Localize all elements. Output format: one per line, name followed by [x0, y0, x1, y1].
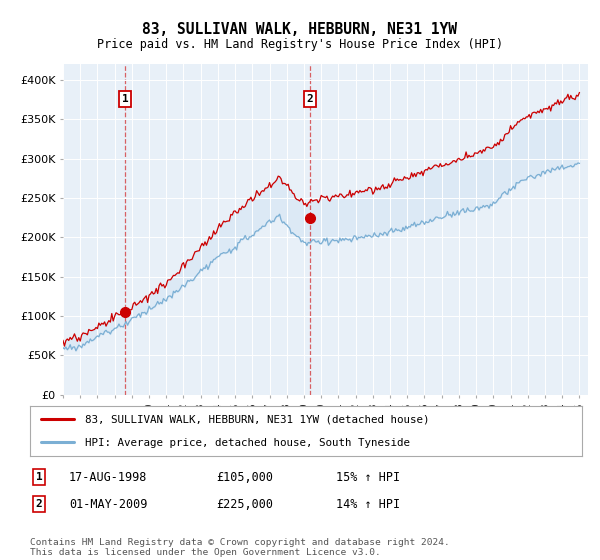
Text: HPI: Average price, detached house, South Tyneside: HPI: Average price, detached house, Sout… — [85, 438, 410, 449]
Text: £105,000: £105,000 — [216, 470, 273, 484]
Text: 2: 2 — [306, 94, 313, 104]
Text: £225,000: £225,000 — [216, 497, 273, 511]
Text: 1: 1 — [35, 472, 43, 482]
Text: 1: 1 — [122, 94, 128, 104]
Text: 17-AUG-1998: 17-AUG-1998 — [69, 470, 148, 484]
Text: Contains HM Land Registry data © Crown copyright and database right 2024.
This d: Contains HM Land Registry data © Crown c… — [30, 538, 450, 557]
Text: 15% ↑ HPI: 15% ↑ HPI — [336, 470, 400, 484]
Text: 83, SULLIVAN WALK, HEBBURN, NE31 1YW: 83, SULLIVAN WALK, HEBBURN, NE31 1YW — [143, 22, 458, 38]
Text: 01-MAY-2009: 01-MAY-2009 — [69, 497, 148, 511]
Text: 83, SULLIVAN WALK, HEBBURN, NE31 1YW (detached house): 83, SULLIVAN WALK, HEBBURN, NE31 1YW (de… — [85, 414, 430, 424]
Text: 14% ↑ HPI: 14% ↑ HPI — [336, 497, 400, 511]
Text: Price paid vs. HM Land Registry's House Price Index (HPI): Price paid vs. HM Land Registry's House … — [97, 38, 503, 50]
Text: 2: 2 — [35, 499, 43, 509]
